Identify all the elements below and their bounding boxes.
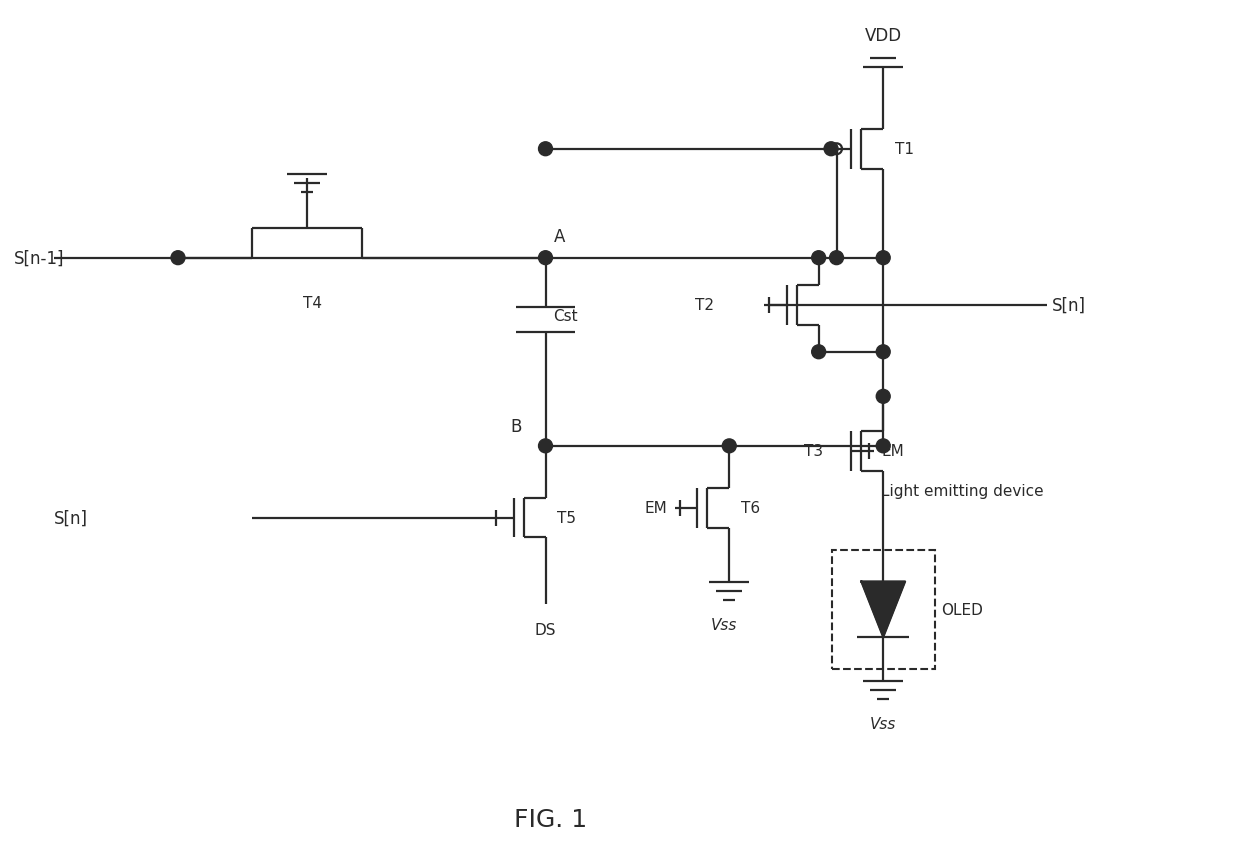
Text: S[n-1]: S[n-1] — [14, 250, 64, 268]
Text: EM: EM — [882, 443, 904, 459]
Text: VDD: VDD — [864, 27, 901, 45]
Circle shape — [830, 251, 843, 265]
Text: T4: T4 — [303, 295, 321, 310]
Bar — [832, 550, 935, 669]
Text: B: B — [511, 418, 522, 436]
Text: T6: T6 — [742, 500, 760, 516]
Circle shape — [812, 251, 826, 265]
Circle shape — [812, 345, 826, 359]
Text: S[n]: S[n] — [1052, 296, 1086, 314]
Text: T3: T3 — [805, 443, 823, 459]
Text: T5: T5 — [558, 511, 577, 525]
Text: S[n]: S[n] — [53, 509, 88, 527]
Circle shape — [877, 345, 890, 359]
Circle shape — [723, 439, 737, 453]
Text: A: A — [553, 227, 565, 245]
Circle shape — [825, 143, 838, 157]
Circle shape — [538, 143, 553, 157]
Text: Light emitting device: Light emitting device — [882, 483, 1044, 499]
Circle shape — [877, 390, 890, 404]
Circle shape — [877, 439, 890, 453]
Circle shape — [538, 439, 553, 453]
Circle shape — [538, 251, 553, 265]
Circle shape — [171, 251, 185, 265]
Text: DS: DS — [534, 622, 557, 637]
Text: FIG. 1: FIG. 1 — [513, 808, 587, 831]
Text: T1: T1 — [895, 142, 914, 157]
Text: Vss: Vss — [711, 616, 738, 632]
Text: EM: EM — [645, 500, 667, 516]
Text: T2: T2 — [696, 298, 714, 313]
Polygon shape — [862, 582, 905, 637]
Text: OLED: OLED — [941, 602, 983, 617]
Text: Vss: Vss — [870, 715, 897, 731]
Circle shape — [877, 251, 890, 265]
Text: Cst: Cst — [553, 309, 578, 324]
